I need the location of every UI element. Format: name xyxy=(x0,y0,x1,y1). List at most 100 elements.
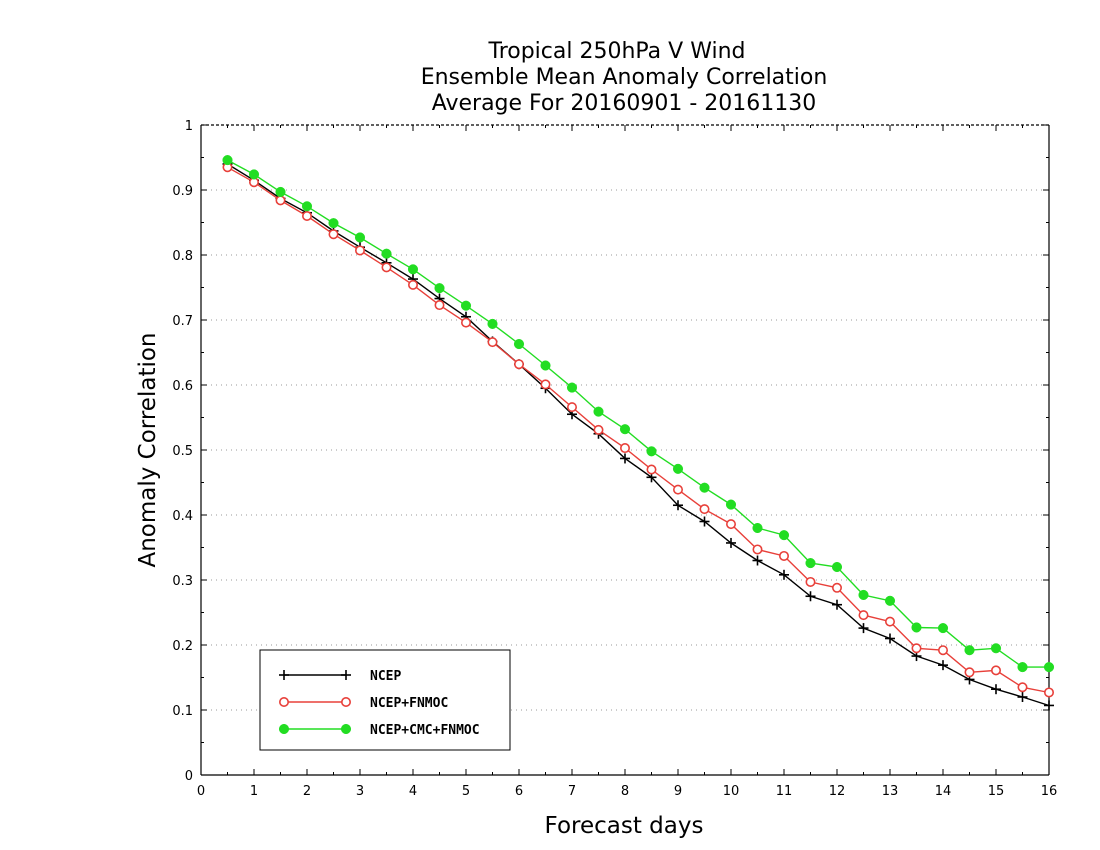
legend-marker-ncep-cmc-fnmoc xyxy=(278,723,290,735)
y-tick-label: 0.2 xyxy=(172,639,193,654)
point-ncep-fnmoc xyxy=(778,550,789,561)
point-ncep xyxy=(699,516,710,527)
legend-marker-ncep-fnmoc xyxy=(340,696,351,707)
point-ncep xyxy=(885,633,895,644)
x-tick-label: 16 xyxy=(1041,784,1058,799)
y-tick-label: 0.3 xyxy=(172,574,193,589)
point-ncep xyxy=(752,555,763,566)
legend: NCEP NCEP+FNMOC NCEP+CMC+FNMOC xyxy=(259,649,511,751)
point-ncep xyxy=(858,623,869,634)
point-ncep-fnmoc xyxy=(275,195,286,206)
title-line-3: Average For 20160901 - 20161130 xyxy=(432,91,817,116)
point-ncep-cmc-fnmoc xyxy=(699,482,710,493)
point-ncep-cmc-fnmoc xyxy=(725,499,737,510)
point-ncep-cmc-fnmoc xyxy=(513,339,525,350)
point-ncep-fnmoc xyxy=(434,300,445,311)
point-ncep-fnmoc xyxy=(699,504,710,515)
point-ncep-fnmoc xyxy=(354,245,365,256)
x-tick-label: 10 xyxy=(723,784,740,799)
point-ncep xyxy=(991,684,1001,695)
legend-label-ncep: NCEP xyxy=(370,669,401,684)
point-ncep-cmc-fnmoc xyxy=(937,623,949,634)
point-ncep-fnmoc xyxy=(566,402,577,413)
point-ncep xyxy=(805,591,816,602)
point-ncep-fnmoc xyxy=(328,229,339,240)
point-ncep xyxy=(1044,700,1054,711)
x-tick-label: 12 xyxy=(829,784,846,799)
point-ncep-cmc-fnmoc xyxy=(990,643,1002,654)
point-ncep-fnmoc xyxy=(805,576,816,587)
point-ncep xyxy=(673,500,683,511)
point-ncep-cmc-fnmoc xyxy=(1017,662,1028,673)
series-line-ncep-fnmoc xyxy=(227,166,1050,694)
point-ncep-fnmoc xyxy=(540,379,551,390)
x-tick-label: 13 xyxy=(882,784,899,799)
point-ncep-cmc-fnmoc xyxy=(381,248,392,259)
legend-marker-ncep xyxy=(341,670,351,680)
point-ncep-fnmoc xyxy=(1044,687,1055,698)
x-tick-label: 1 xyxy=(250,784,258,799)
x-tick-label: 14 xyxy=(935,784,952,799)
y-tick-label: 0.9 xyxy=(172,184,193,199)
legend-label-ncep-fnmoc: NCEP+FNMOC xyxy=(370,696,448,711)
point-ncep xyxy=(726,537,736,548)
x-tick-label: 7 xyxy=(568,784,576,799)
point-ncep-cmc-fnmoc xyxy=(911,622,922,633)
y-tick-label: 0 xyxy=(185,769,193,784)
point-ncep-cmc-fnmoc xyxy=(752,522,763,534)
x-tick-label: 8 xyxy=(621,784,629,799)
point-ncep-cmc-fnmoc xyxy=(858,589,869,601)
point-ncep-fnmoc xyxy=(831,582,842,593)
point-ncep-fnmoc xyxy=(1017,682,1028,693)
x-tick-label: 5 xyxy=(462,784,470,799)
point-ncep-cmc-fnmoc xyxy=(275,186,286,197)
x-tick-label: 11 xyxy=(776,784,793,799)
point-ncep-cmc-fnmoc xyxy=(540,360,551,371)
legend-label-ncep-cmc-fnmoc: NCEP+CMC+FNMOC xyxy=(370,723,480,738)
point-ncep-cmc-fnmoc xyxy=(301,201,313,212)
legend-marker-ncep-cmc-fnmoc xyxy=(340,723,352,735)
x-tick-label: 15 xyxy=(988,784,1005,799)
legend-marker-ncep-fnmoc xyxy=(278,696,289,707)
point-ncep-fnmoc xyxy=(301,211,312,222)
x-tick-label: 3 xyxy=(356,784,364,799)
point-ncep-cmc-fnmoc xyxy=(1043,662,1055,673)
point-ncep-fnmoc xyxy=(990,665,1001,676)
title-line-2: Ensemble Mean Anomaly Correlation xyxy=(421,65,828,90)
y-tick-label: 0.4 xyxy=(172,509,193,524)
point-ncep-cmc-fnmoc xyxy=(805,558,816,569)
x-tick-label: 2 xyxy=(303,784,311,799)
y-tick-label: 0.1 xyxy=(172,704,193,719)
series-lines xyxy=(222,155,1055,711)
point-ncep-fnmoc xyxy=(884,616,895,627)
point-ncep xyxy=(779,569,789,580)
x-axis-ticks: 0 1 2 3 4 5 6 7 8 9 10 11 12 13 14 15 16 xyxy=(197,125,1057,799)
point-ncep-fnmoc xyxy=(911,643,922,654)
point-ncep-cmc-fnmoc xyxy=(222,155,233,166)
point-ncep-fnmoc xyxy=(513,359,524,370)
point-ncep-fnmoc xyxy=(752,544,763,555)
x-tick-label: 6 xyxy=(515,784,523,799)
y-tick-label: 0.8 xyxy=(172,249,193,264)
y-tick-label: 1 xyxy=(185,119,193,134)
point-ncep-cmc-fnmoc xyxy=(434,283,445,294)
point-ncep xyxy=(832,599,842,610)
point-ncep-cmc-fnmoc xyxy=(328,218,339,229)
point-ncep-cmc-fnmoc xyxy=(566,382,578,393)
point-ncep-cmc-fnmoc xyxy=(831,561,843,573)
legend-box xyxy=(259,649,511,751)
x-axis-label: Forecast days xyxy=(545,813,704,839)
point-ncep-fnmoc xyxy=(619,443,630,454)
point-ncep-fnmoc xyxy=(937,645,948,656)
point-ncep-fnmoc xyxy=(672,484,683,495)
y-axis-ticks: 0 0.1 0.2 0.3 0.4 0.5 0.6 0.7 0.8 0.9 1 xyxy=(172,119,1049,784)
point-ncep-cmc-fnmoc xyxy=(672,463,684,474)
point-ncep-fnmoc xyxy=(725,519,736,530)
point-ncep-cmc-fnmoc xyxy=(593,406,604,417)
point-ncep xyxy=(938,660,948,671)
y-tick-label: 0.5 xyxy=(172,444,193,459)
point-ncep-fnmoc xyxy=(460,317,471,328)
point-ncep xyxy=(620,453,630,464)
point-ncep-fnmoc xyxy=(858,610,869,621)
